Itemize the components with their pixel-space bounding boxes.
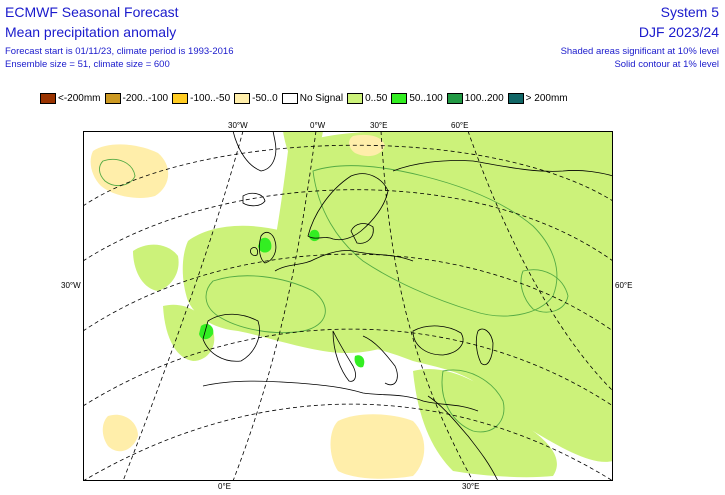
legend-label: -100..-50 [190, 93, 231, 104]
legend-label: > 200mm [525, 93, 568, 104]
legend-item-lt-minus200: <-200mm [40, 93, 101, 104]
coastline-italy [332, 330, 356, 382]
coord-label-right-60e: 60°E [615, 281, 633, 290]
legend-item-100-200: 100..200 [446, 93, 504, 104]
legend-label: -50..0 [252, 93, 278, 104]
map-subtitle: Mean precipitation anomaly [5, 24, 177, 40]
green-area-north-atlantic [133, 244, 179, 291]
legend-item-minus200-minus100: -200..-100 [104, 93, 169, 104]
yellow-area-north-atlantic [90, 144, 169, 198]
coord-label-top-60e: 60°E [451, 121, 469, 130]
legend-swatch [446, 93, 463, 104]
forecast-info: Forecast start is 01/11/23, climate peri… [5, 46, 234, 57]
coastline-middle-east [427, 395, 499, 481]
contour-line [205, 275, 326, 334]
map-frame [83, 131, 613, 481]
coastline-black-sea [412, 325, 464, 356]
coord-label-top-30e: 30°E [370, 121, 388, 130]
legend-item-50-100: 50..100 [391, 93, 443, 104]
coastline-arctic-russia [392, 160, 613, 177]
significance-note: Shaded areas significant at 10% level [560, 46, 719, 57]
coastline-iceland [242, 192, 266, 207]
coastline-baltic [350, 223, 374, 244]
legend-swatch [391, 93, 408, 104]
parallel-70n [83, 144, 613, 207]
legend-swatch [172, 93, 189, 104]
green-patch-adriatic [354, 355, 365, 368]
precipitation-anomaly-map [83, 131, 613, 481]
green-patch-uk [258, 237, 272, 253]
legend-swatch [507, 93, 524, 104]
legend-swatch [281, 93, 298, 104]
contour-line [441, 369, 505, 433]
legend-label: -200..-100 [122, 93, 169, 104]
meridian-0 [232, 131, 317, 481]
coord-label-left-30w: 30°W [61, 281, 81, 290]
coord-label-bottom-30e: 30°E [462, 482, 480, 491]
meridian-30w [122, 131, 244, 481]
meridian-30e [380, 131, 474, 481]
green-area-greenland [283, 131, 323, 171]
coastline-british-isles [250, 232, 277, 264]
color-legend: <-200mm -200..-100 -100..-50 -50..0 No S… [40, 93, 572, 104]
legend-label: 50..100 [409, 93, 443, 104]
positive-anomaly-areas [133, 131, 613, 478]
parallel-30n [83, 403, 613, 481]
legend-label: <-200mm [58, 93, 101, 104]
legend-swatch [347, 93, 364, 104]
contour-note: Solid contour at 1% level [614, 59, 719, 70]
yellow-area-sahara [330, 414, 425, 479]
contour-line [312, 165, 558, 317]
coord-label-bottom-0: 0°E [218, 482, 231, 491]
season-label: DJF 2023/24 [638, 24, 719, 40]
legend-label: 100..200 [464, 93, 504, 104]
coastlines [202, 131, 613, 481]
legend-item-gt-200: > 200mm [507, 93, 568, 104]
coord-label-top-30w: 30°W [228, 121, 248, 130]
green-area-middle-east [413, 369, 557, 478]
coastline-balkans [362, 335, 398, 386]
map-title: ECMWF Seasonal Forecast [5, 4, 179, 20]
legend-swatch [40, 93, 56, 104]
system-label: System 5 [660, 4, 719, 20]
parallel-40n [83, 328, 613, 407]
legend-item-minus50-0: -50..0 [234, 93, 278, 104]
coastline-caspian [475, 328, 494, 366]
legend-swatch [104, 93, 121, 104]
green-area-atlantic-west-europe [182, 225, 413, 353]
legend-item-minus100-minus50: -100..-50 [172, 93, 230, 104]
ensemble-info: Ensemble size = 51, climate size = 600 [5, 59, 170, 70]
contour-line [520, 269, 569, 313]
coastline-greenland [232, 131, 277, 172]
parallel-60n [83, 189, 613, 262]
coord-label-top-0: 0°W [310, 121, 326, 130]
yellow-area-west-africa [102, 414, 138, 452]
graticule [83, 131, 613, 481]
negative-anomaly-areas [90, 134, 425, 479]
green-area-scandinavia-russia [272, 131, 613, 462]
coastline-scandinavia [307, 173, 389, 241]
coastline-europe-west [274, 250, 414, 272]
green-patch-iberia [199, 323, 214, 340]
legend-label: No Signal [299, 93, 344, 104]
legend-item-no-signal: No Signal [281, 93, 344, 104]
coastline-north-africa [202, 380, 479, 412]
legend-label: 0..50 [365, 93, 388, 104]
green-area-iberia [163, 304, 215, 361]
coastline-iberia [202, 313, 260, 362]
legend-item-0-50: 0..50 [347, 93, 387, 104]
legend-swatch [234, 93, 251, 104]
